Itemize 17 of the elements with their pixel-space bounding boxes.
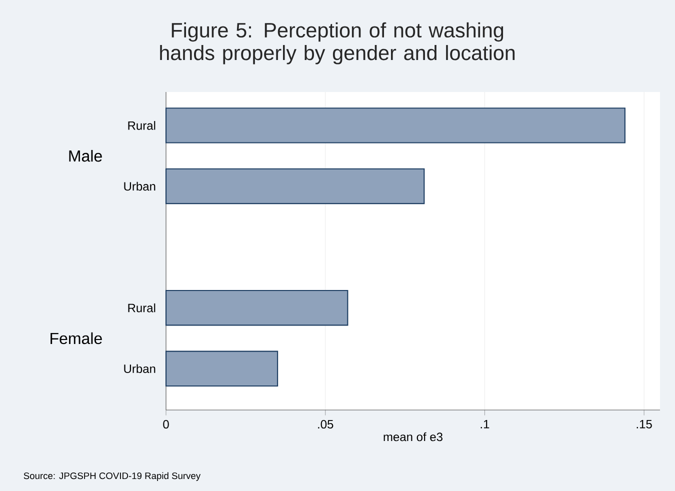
x-axis-title: mean of e3 — [384, 432, 442, 442]
source-note: Source: JPGSPH COVID-19 Rapid Survey — [24, 472, 201, 481]
y-tick-label: Rural — [128, 303, 156, 312]
bar — [165, 168, 425, 204]
y-tick-label: Urban — [124, 182, 156, 191]
bar — [165, 350, 278, 387]
x-tick-label: .05 — [318, 420, 334, 429]
bar — [165, 290, 348, 326]
y-tick-label: Rural — [128, 121, 156, 130]
x-tick-label: .1 — [480, 420, 490, 428]
x-tick-label: .15 — [636, 420, 652, 428]
chart-title: Figure 5: Perception of not washing hands properly by gender and location — [160, 22, 515, 64]
bar — [165, 108, 626, 144]
text: Female — [50, 332, 102, 344]
y-tick-label: Urban — [124, 364, 156, 374]
text: Male — [69, 150, 102, 162]
x-tick-label: 0 — [163, 420, 169, 429]
